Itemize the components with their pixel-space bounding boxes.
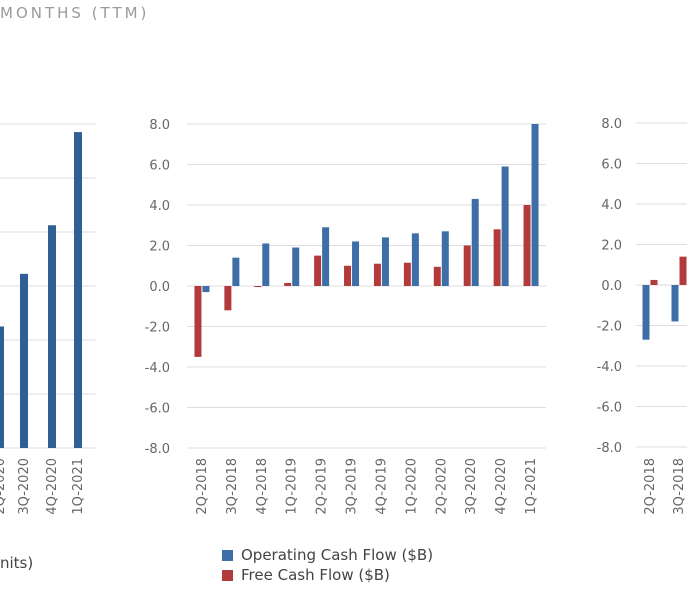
xtick-left-2q-2020: 2Q-2020 (0, 458, 8, 515)
legend-swatch-free (222, 569, 233, 581)
ytick-right-4: 0.0 (601, 279, 622, 294)
bar-operating-2q-2018 (202, 286, 210, 293)
bar-free-1q-2019 (284, 282, 292, 286)
ytick-right-3: 2.0 (601, 239, 622, 254)
xtick-right-3q-2018: 3Q-2018 (672, 458, 687, 515)
xtick-mid-3q-2019: 3Q-2019 (345, 458, 360, 515)
bar-left-2q-2020 (0, 326, 4, 448)
ytick-right-0: 8.0 (601, 117, 622, 132)
bar-operating-4q-2018 (262, 243, 270, 286)
ytick-right-7: -6.0 (597, 401, 622, 416)
xtick-mid-3q-2020: 3Q-2020 (464, 458, 479, 515)
xtick-mid-4q-2018: 4Q-2018 (255, 458, 270, 515)
xtick-mid-1q-2021: 1Q-2021 (524, 458, 539, 515)
bar-right-free-3q-2018 (679, 256, 687, 285)
xtick-left-4q-2020: 4Q-2020 (45, 458, 60, 515)
ytick-mid-2: 4.0 (149, 199, 170, 214)
bar-left-4q-2020 (48, 225, 56, 448)
ytick-mid-5: -2.0 (145, 321, 170, 336)
ytick-right-8: -8.0 (597, 441, 622, 456)
bar-free-3q-2018 (224, 286, 232, 311)
bar-operating-4q-2020 (501, 166, 509, 286)
bar-operating-4q-2019 (381, 237, 389, 286)
bar-free-3q-2020 (463, 245, 471, 286)
legend: Operating Cash Flow ($B) Free Cash Flow … (222, 545, 433, 585)
xtick-mid-2q-2020: 2Q-2020 (434, 458, 449, 515)
ytick-mid-7: -6.0 (145, 402, 170, 417)
legend-label-free: Free Cash Flow ($B) (241, 566, 390, 584)
bar-left-3q-2020 (20, 273, 28, 448)
xtick-mid-1q-2020: 1Q-2020 (404, 458, 419, 515)
legend-label-operating: Operating Cash Flow ($B) (241, 546, 434, 564)
xtick-mid-4q-2020: 4Q-2020 (494, 458, 509, 515)
legend-swatch-operating (222, 549, 233, 561)
bar-operating-3q-2019 (352, 241, 360, 286)
ytick-right-2: 4.0 (601, 198, 622, 213)
bar-free-1q-2020 (403, 262, 411, 286)
ytick-right-5: -2.0 (597, 320, 622, 335)
xtick-left-1q-2021: 1Q-2021 (71, 458, 86, 515)
xtick-mid-2q-2019: 2Q-2019 (315, 458, 330, 515)
bar-operating-3q-2020 (471, 198, 479, 286)
bar-free-3q-2019 (344, 265, 352, 286)
ytick-mid-4: 0.0 (149, 280, 170, 295)
ytick-mid-0: 8.0 (149, 118, 170, 133)
xtick-mid-3q-2018: 3Q-2018 (225, 458, 240, 515)
ytick-mid-6: -4.0 (145, 361, 170, 376)
bar-operating-1q-2019 (292, 247, 300, 286)
chart-right: 8.0 6.0 4.0 2.0 0.0 -2.0 -4.0 -6.0 -8.0 2Q-2018 3Q… (597, 117, 687, 515)
bar-free-2q-2019 (314, 255, 322, 286)
ytick-mid-1: 6.0 (149, 159, 170, 174)
bar-left-1q-2021 (74, 132, 82, 448)
bar-free-4q-2020 (493, 229, 501, 286)
bar-operating-1q-2021 (531, 124, 539, 286)
xtick-mid-4q-2019: 4Q-2019 (374, 458, 389, 515)
bar-free-2q-2020 (433, 266, 441, 286)
chart-middle: 8.0 6.0 4.0 2.0 0.0 -2.0 -4.0 -6.0 -8.0 2Q-2018 3Q… (145, 118, 546, 515)
legend-item-free: Free Cash Flow ($B) (222, 565, 433, 585)
bar-right-operating-3q-2018 (671, 285, 679, 322)
bar-right-free-2q-2018 (650, 279, 658, 285)
bar-free-2q-2018 (194, 286, 202, 357)
ytick-right-1: 6.0 (601, 158, 622, 173)
xtick-left-3q-2020: 3Q-2020 (17, 458, 32, 515)
left-axis-label: nits) (0, 554, 34, 572)
bar-operating-3q-2018 (232, 257, 240, 286)
page-title: MONTHS (TTM) (0, 4, 150, 22)
bar-free-4q-2019 (373, 263, 381, 286)
ytick-mid-3: 2.0 (149, 240, 170, 255)
xtick-right-2q-2018: 2Q-2018 (643, 458, 658, 515)
bar-free-1q-2021 (523, 205, 531, 286)
xtick-mid-1q-2019: 1Q-2019 (285, 458, 300, 515)
bar-operating-1q-2020 (411, 233, 419, 286)
ytick-right-6: -4.0 (597, 360, 622, 375)
bar-right-operating-2q-2018 (642, 285, 650, 340)
bar-operating-2q-2020 (441, 231, 449, 286)
legend-item-operating: Operating Cash Flow ($B) (222, 545, 433, 565)
chart-left: 2Q-2020 3Q-2020 4Q-2020 1Q-2021 (0, 123, 96, 515)
bar-operating-2q-2019 (322, 227, 330, 286)
bar-free-4q-2018 (254, 286, 262, 288)
xtick-mid-2q-2018: 2Q-2018 (195, 458, 210, 515)
ytick-mid-8: -8.0 (145, 442, 170, 457)
